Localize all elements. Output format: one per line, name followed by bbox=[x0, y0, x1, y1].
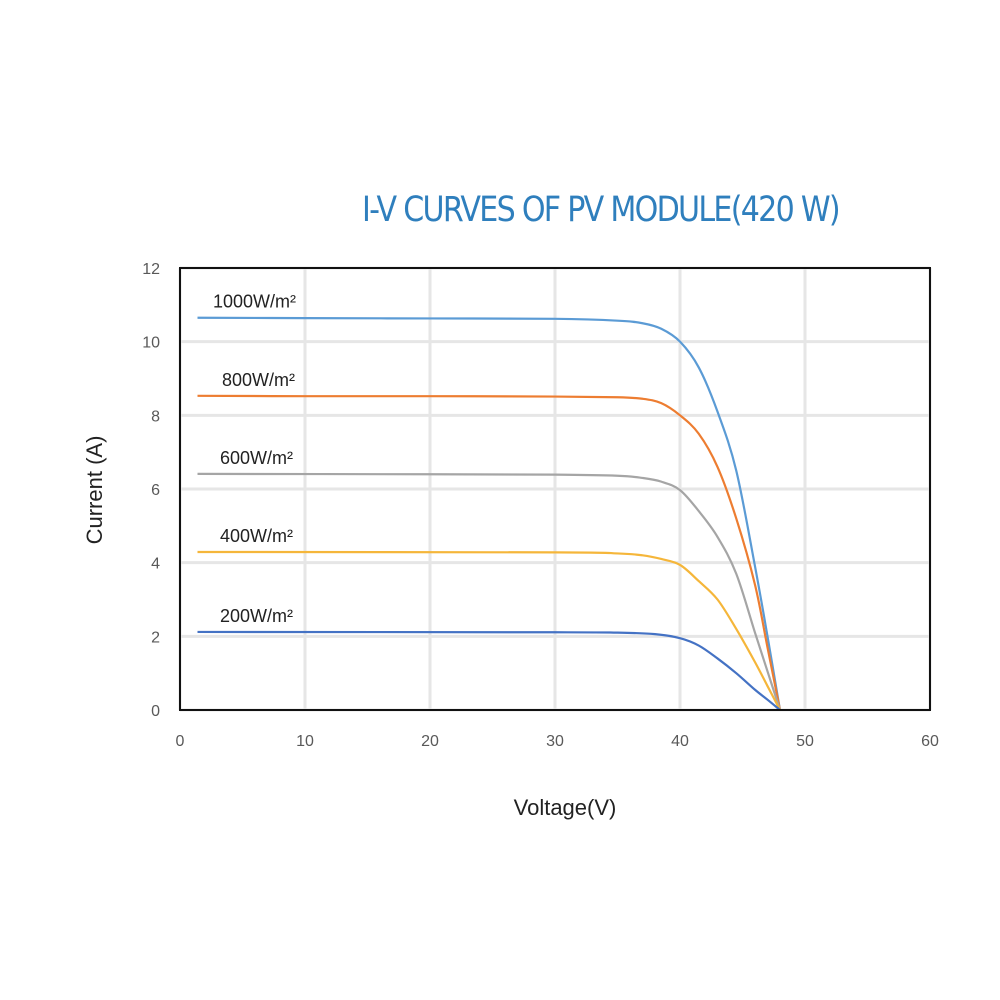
y-tick-label: 12 bbox=[142, 261, 160, 278]
x-tick-label: 60 bbox=[921, 733, 939, 750]
x-tick-label: 30 bbox=[546, 733, 564, 750]
plot-frame bbox=[179, 267, 931, 711]
series-line-1000w bbox=[197, 316, 782, 711]
x-tick-label: 40 bbox=[671, 733, 689, 750]
series-label: 800W/m² bbox=[222, 370, 295, 390]
y-axis-label: Current (A) bbox=[82, 436, 107, 545]
series-label: 600W/m² bbox=[220, 448, 293, 468]
x-tick-label: 10 bbox=[296, 733, 314, 750]
y-tick-label: 2 bbox=[151, 629, 160, 646]
chart-title: I-V CURVES OF PV MODULE(420 W) bbox=[362, 190, 841, 230]
series-line-800w bbox=[197, 394, 782, 711]
series-label: 200W/m² bbox=[220, 606, 293, 626]
y-tick-label: 6 bbox=[151, 482, 160, 499]
series-line-600w bbox=[197, 472, 782, 711]
series-label: 400W/m² bbox=[220, 526, 293, 546]
y-tick-label: 8 bbox=[151, 408, 160, 425]
y-tick-label: 10 bbox=[142, 335, 160, 352]
series-line-200w bbox=[197, 630, 781, 711]
x-tick-label: 20 bbox=[421, 733, 439, 750]
x-axis-label: Voltage(V) bbox=[514, 795, 617, 820]
series-line-400w bbox=[197, 550, 781, 711]
x-tick-label: 50 bbox=[796, 733, 814, 750]
series-label: 1000W/m² bbox=[213, 292, 296, 312]
y-tick-label: 4 bbox=[151, 556, 160, 573]
x-tick-label: 0 bbox=[176, 733, 185, 750]
y-tick-label: 0 bbox=[151, 703, 160, 720]
